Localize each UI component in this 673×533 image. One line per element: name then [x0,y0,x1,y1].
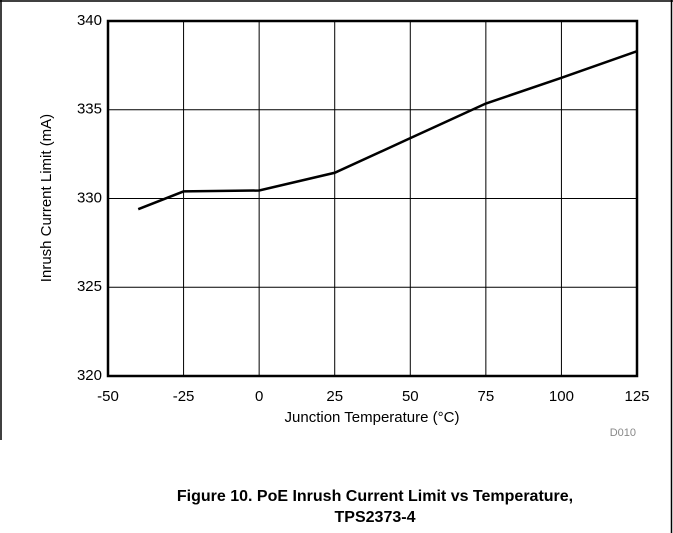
x-tick-label: 75 [478,388,495,405]
y-tick-label: 325 [77,278,102,295]
y-tick-label: 340 [77,12,102,29]
data-line [137,49,638,211]
chart-title: Figure 10. PoE Inrush Current Limit vs T… [177,488,573,505]
y-tick-label: 320 [77,367,102,384]
plot-border [106,19,639,378]
x-tick-label: 125 [624,388,649,405]
x-tick-label: 0 [255,388,263,405]
y-tick-label: 335 [77,101,102,118]
x-tick-label: -50 [97,388,119,405]
x-tick-label: 50 [402,388,419,405]
y-tick-label: 330 [77,189,102,206]
annotation: D010 [610,427,636,439]
y-axis-label: Inrush Current Limit (mA) [38,114,55,282]
x-tick-label: 25 [326,388,343,405]
x-axis-label: Junction Temperature (°C) [285,409,460,426]
x-tick-label: -25 [173,388,195,405]
chart-title: TPS2373-4 [335,509,416,526]
x-tick-label: 100 [549,388,574,405]
